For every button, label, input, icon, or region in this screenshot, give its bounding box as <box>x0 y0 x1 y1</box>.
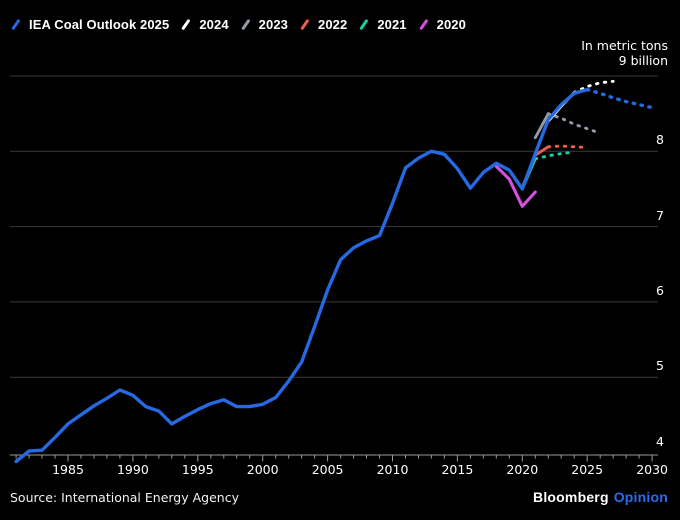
legend-slash-icon <box>359 19 370 31</box>
y-axis-label-6: 6 <box>656 282 664 298</box>
x-axis-label-2025: 2025 <box>571 462 604 477</box>
x-axis-label-2020: 2020 <box>506 462 539 477</box>
y-axis-label-5: 5 <box>656 358 664 374</box>
legend-slash-icon <box>181 19 192 31</box>
source-note: Source: International Energy Agency <box>10 490 239 505</box>
series-iea-coal-outlook-2025-history <box>14 87 589 464</box>
chart-legend: IEA Coal Outlook 2025 2024 2023 2022 2021 202… <box>10 13 466 37</box>
legend-item-iea-coal-outlook-2025: IEA Coal Outlook 2025 <box>10 13 169 37</box>
legend-label: IEA Coal Outlook 2025 <box>29 17 170 32</box>
y-axis-label-7: 7 <box>656 207 664 223</box>
y-axis-label-8: 8 <box>656 132 664 148</box>
legend-label: 2022 <box>317 17 348 32</box>
opinion-wordmark: Opinion <box>613 489 668 505</box>
x-axis-label-2010: 2010 <box>376 462 409 477</box>
series-2021-forecast <box>533 150 576 161</box>
x-axis-label-2000: 2000 <box>246 462 279 477</box>
series-iea-coal-outlook-2025-forecast <box>585 87 654 110</box>
legend-label: 2020 <box>436 17 466 32</box>
legend-item-2022: 2022 <box>299 13 347 37</box>
legend-item-2020: 2020 <box>418 13 466 37</box>
units-label: In metric tons 9 billion <box>581 38 668 68</box>
x-axis-label-1990: 1990 <box>116 462 149 477</box>
legend-item-2023: 2023 <box>240 13 288 37</box>
x-axis-label-2015: 2015 <box>441 462 474 477</box>
series-2023-forecast <box>546 112 602 135</box>
legend-item-2024: 2024 <box>180 13 229 37</box>
bloomberg-wordmark: Bloomberg <box>533 489 609 505</box>
series-2023-history <box>533 112 550 140</box>
legend-slash-icon <box>300 19 310 31</box>
legend-slash-icon <box>418 19 429 31</box>
publisher-wordmark: Bloomberg Opinion <box>533 489 668 505</box>
series-2022-forecast <box>546 144 589 149</box>
legend-item-2021: 2021 <box>358 13 407 37</box>
x-axis-label-2030: 2030 <box>636 462 668 477</box>
legend-label: 2023 <box>258 17 288 32</box>
series-2020-history <box>494 164 537 208</box>
x-axis-label-1985: 1985 <box>52 462 84 477</box>
units-line1: In metric tons <box>581 38 668 53</box>
legend-label: 2021 <box>377 17 407 32</box>
x-axis-label-1995: 1995 <box>181 462 214 477</box>
legend-slash-icon <box>11 19 21 31</box>
y-axis-label-4: 4 <box>656 433 664 449</box>
x-axis-label-2005: 2005 <box>311 462 344 477</box>
series-2024-forecast <box>572 79 615 95</box>
units-line2: 9 billion <box>618 53 668 68</box>
legend-label: 2024 <box>199 17 229 32</box>
legend-slash-icon <box>240 19 251 31</box>
